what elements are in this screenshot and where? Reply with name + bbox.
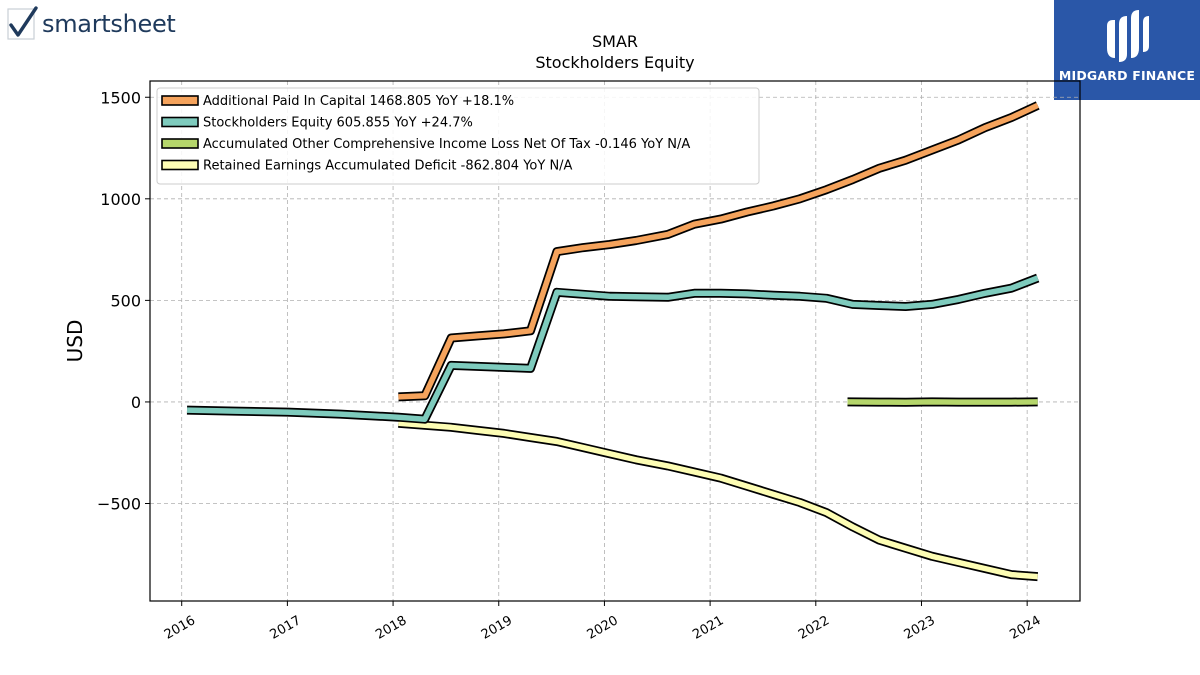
x-tick-label: 2024 [1007,613,1043,643]
y-tick-label: −500 [97,495,141,514]
y-tick-label: 0 [131,393,141,412]
series-line-fill [186,275,1039,422]
legend-swatch [161,159,199,171]
series-line-outline [398,418,1039,582]
x-tick-label: 2017 [268,613,304,643]
x-tick-label: 2021 [690,613,726,643]
series-line-1 [186,273,1040,424]
series-line-0 [398,101,1040,402]
x-tick-label: 2016 [162,613,198,643]
y-tick-label: 500 [110,291,141,310]
midgard-mark-icon [1107,10,1149,62]
series-line-fill [398,420,1038,580]
y-tick-label: 1500 [100,88,141,107]
smartsheet-logo-text: smartsheet [42,10,176,38]
x-tick-label: 2019 [479,613,515,643]
y-axis-label: USD [63,320,87,363]
x-tick-label: 2018 [373,613,409,643]
legend-entry: Additional Paid In Capital 1468.805 YoY … [203,94,514,109]
legend-entry: Retained Earnings Accumulated Deficit -8… [203,159,573,174]
legend-swatch [161,95,199,106]
legend-box [156,87,760,185]
legend-swatch [161,116,199,128]
series-line-fill [398,102,1039,400]
legend-entry: Stockholders Equity 605.855 YoY +24.7% [203,116,473,131]
x-tick-label: 2023 [902,613,938,643]
checkmark-icon [7,6,38,40]
series-group [186,101,1040,582]
x-tick-label: 2022 [796,613,832,643]
chart-title: SMAR [592,32,638,51]
legend-swatch [161,138,199,149]
plot-area [149,80,1081,602]
midgard-finance-logo: MIDGARD FINANCE [1054,0,1200,100]
smartsheet-logo: smartsheet [6,4,176,44]
midgard-finance-logo-text: MIDGARD FINANCE [1058,68,1196,83]
legend: Additional Paid In Capital 1468.805 YoY … [156,87,760,185]
series-line-3 [398,418,1039,582]
y-tick-label: 1000 [100,190,141,209]
legend-entry: Accumulated Other Comprehensive Income L… [203,137,690,152]
chart-subtitle: Stockholders Equity [535,53,694,72]
x-tick-label: 2020 [585,613,621,643]
